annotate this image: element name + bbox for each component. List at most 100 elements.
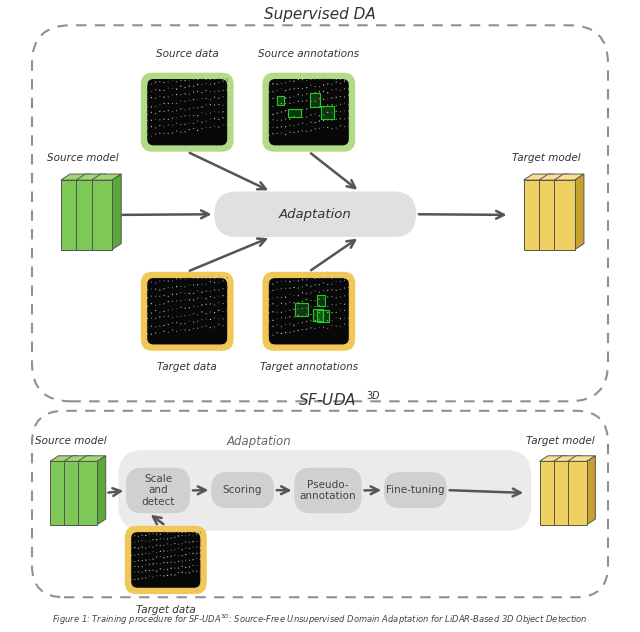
- Point: [137, 556, 147, 566]
- Point: [201, 279, 211, 289]
- Point: [222, 283, 232, 293]
- Polygon shape: [539, 180, 559, 250]
- Point: [159, 571, 169, 581]
- Point: [306, 302, 316, 312]
- Point: [264, 94, 274, 104]
- Point: [293, 325, 303, 336]
- Point: [331, 321, 341, 331]
- Point: [147, 79, 157, 89]
- Point: [180, 83, 190, 93]
- Point: [293, 126, 303, 137]
- Point: [197, 300, 207, 310]
- Point: [280, 130, 291, 140]
- Point: [319, 110, 329, 120]
- Polygon shape: [78, 461, 97, 525]
- Point: [222, 91, 232, 101]
- Point: [306, 273, 316, 283]
- Polygon shape: [554, 174, 584, 180]
- Point: [155, 276, 165, 286]
- Point: [177, 561, 188, 571]
- Point: [159, 284, 169, 294]
- Point: [188, 549, 198, 559]
- Point: [327, 273, 337, 283]
- Point: [130, 557, 140, 567]
- Point: [188, 301, 198, 312]
- Point: [289, 92, 299, 102]
- Point: [218, 298, 228, 308]
- Point: [147, 87, 157, 97]
- Point: [176, 319, 186, 329]
- Point: [280, 99, 291, 109]
- Point: [301, 95, 312, 106]
- Point: [184, 273, 195, 283]
- Point: [301, 75, 312, 85]
- Polygon shape: [554, 461, 573, 525]
- Text: Supervised DA: Supervised DA: [264, 7, 376, 22]
- Point: [306, 288, 316, 298]
- Point: [159, 99, 169, 109]
- Point: [214, 107, 224, 117]
- Point: [298, 296, 308, 307]
- Point: [184, 325, 195, 335]
- Point: [176, 90, 186, 100]
- Point: [188, 295, 198, 305]
- Point: [163, 552, 173, 562]
- Point: [335, 298, 346, 308]
- Point: [331, 276, 341, 286]
- Point: [285, 312, 295, 322]
- Point: [214, 273, 224, 283]
- FancyBboxPatch shape: [295, 303, 308, 316]
- Point: [191, 529, 202, 539]
- Point: [310, 124, 320, 134]
- Polygon shape: [540, 461, 559, 525]
- Point: [130, 537, 140, 547]
- Point: [222, 85, 232, 95]
- Point: [180, 527, 191, 537]
- Point: [293, 96, 303, 106]
- Point: [306, 117, 316, 127]
- Point: [193, 280, 203, 290]
- Point: [180, 105, 190, 115]
- Point: [314, 102, 324, 112]
- Point: [310, 315, 320, 325]
- Point: [272, 128, 282, 138]
- Point: [344, 74, 354, 84]
- Point: [298, 275, 308, 285]
- Text: Figure 1: Training procedure for SF-UDA$^{3D}$: Source-Free Unsupervised Domain : Figure 1: Training procedure for SF-UDA$…: [52, 612, 588, 627]
- FancyBboxPatch shape: [321, 106, 334, 119]
- Point: [306, 281, 316, 291]
- Point: [285, 327, 295, 337]
- Point: [205, 108, 216, 118]
- Point: [201, 116, 211, 126]
- Point: [172, 282, 182, 292]
- Polygon shape: [573, 456, 581, 525]
- Point: [339, 98, 349, 108]
- Point: [150, 109, 161, 119]
- Point: [180, 303, 190, 313]
- Point: [339, 74, 349, 84]
- Point: [209, 293, 220, 303]
- Point: [218, 284, 228, 294]
- Point: [155, 312, 165, 322]
- Point: [184, 555, 195, 565]
- Point: [180, 75, 190, 85]
- Point: [184, 530, 195, 540]
- Point: [272, 115, 282, 125]
- Point: [327, 74, 337, 84]
- Point: [150, 129, 161, 139]
- Point: [301, 295, 312, 305]
- Point: [150, 300, 161, 310]
- Point: [141, 543, 151, 553]
- Point: [180, 319, 190, 329]
- Point: [214, 298, 224, 308]
- Point: [319, 322, 329, 332]
- Point: [218, 291, 228, 301]
- Point: [155, 300, 165, 310]
- Point: [126, 574, 136, 585]
- Point: [155, 546, 165, 556]
- Point: [323, 273, 333, 283]
- Point: [152, 558, 162, 568]
- Point: [319, 285, 329, 295]
- Point: [172, 76, 182, 87]
- FancyBboxPatch shape: [211, 472, 274, 508]
